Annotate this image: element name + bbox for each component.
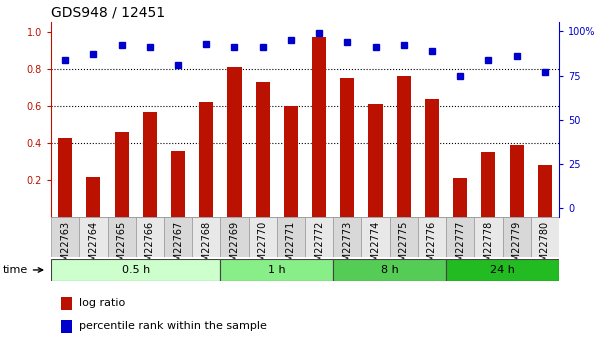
Text: GSM22775: GSM22775: [398, 220, 409, 274]
Text: GSM22780: GSM22780: [540, 220, 550, 274]
Text: time: time: [2, 265, 43, 275]
Bar: [192, 217, 221, 257]
Bar: [418, 217, 446, 257]
Bar: [446, 217, 474, 257]
Text: 1 h: 1 h: [268, 265, 285, 275]
Bar: [333, 22, 361, 217]
Text: GSM22767: GSM22767: [173, 220, 183, 274]
Bar: [277, 217, 305, 257]
Bar: [531, 217, 559, 257]
Text: GSM22770: GSM22770: [258, 220, 267, 274]
Bar: [51, 217, 79, 257]
Bar: [389, 22, 418, 217]
Text: GSM22768: GSM22768: [201, 220, 212, 274]
Text: GSM22773: GSM22773: [343, 220, 352, 274]
Bar: [340, 78, 355, 217]
Bar: [227, 67, 242, 217]
Text: GSM22777: GSM22777: [455, 220, 465, 274]
Bar: [305, 22, 333, 217]
Bar: [277, 22, 305, 217]
Bar: [164, 217, 192, 257]
Text: 24 h: 24 h: [490, 265, 515, 275]
Text: GSM22764: GSM22764: [88, 220, 99, 274]
Bar: [538, 165, 552, 217]
Bar: [255, 82, 270, 217]
Text: GSM22763: GSM22763: [60, 220, 70, 274]
Bar: [474, 217, 502, 257]
Bar: [312, 37, 326, 217]
Text: GSM22778: GSM22778: [483, 220, 493, 274]
Bar: [502, 217, 531, 257]
Text: percentile rank within the sample: percentile rank within the sample: [79, 321, 267, 331]
Bar: [453, 178, 467, 217]
Bar: [284, 106, 298, 217]
Bar: [361, 22, 389, 217]
Bar: [136, 22, 164, 217]
Bar: [108, 22, 136, 217]
Bar: [474, 22, 502, 217]
Bar: [397, 76, 411, 217]
Bar: [199, 102, 213, 217]
Bar: [143, 111, 157, 217]
Bar: [221, 259, 333, 281]
Bar: [510, 145, 523, 217]
Bar: [79, 22, 108, 217]
Bar: [51, 22, 79, 217]
Text: GSM22769: GSM22769: [230, 220, 239, 274]
Text: GSM22771: GSM22771: [286, 220, 296, 274]
Text: GSM22772: GSM22772: [314, 220, 324, 274]
Bar: [249, 22, 277, 217]
Text: GSM22765: GSM22765: [117, 220, 127, 274]
Text: GSM22766: GSM22766: [145, 220, 155, 274]
Bar: [389, 217, 418, 257]
Text: GSM22776: GSM22776: [427, 220, 437, 274]
Bar: [221, 217, 249, 257]
Bar: [164, 22, 192, 217]
Bar: [446, 259, 559, 281]
Text: log ratio: log ratio: [79, 298, 125, 308]
Bar: [115, 132, 129, 217]
Bar: [418, 22, 446, 217]
Text: GSM22779: GSM22779: [511, 220, 522, 274]
Bar: [333, 259, 446, 281]
Bar: [361, 217, 389, 257]
Text: 0.5 h: 0.5 h: [121, 265, 150, 275]
Bar: [531, 22, 559, 217]
Bar: [171, 150, 185, 217]
Bar: [446, 22, 474, 217]
Bar: [192, 22, 221, 217]
Bar: [221, 22, 249, 217]
Bar: [249, 217, 277, 257]
Bar: [425, 99, 439, 217]
Text: GSM22774: GSM22774: [371, 220, 380, 274]
Bar: [333, 217, 361, 257]
Bar: [79, 217, 108, 257]
Bar: [61, 297, 72, 310]
Bar: [481, 152, 495, 217]
Bar: [502, 22, 531, 217]
Bar: [51, 259, 221, 281]
Bar: [305, 217, 333, 257]
Bar: [136, 217, 164, 257]
Text: 8 h: 8 h: [381, 265, 398, 275]
Bar: [87, 177, 100, 217]
Bar: [61, 319, 72, 333]
Bar: [368, 104, 383, 217]
Bar: [58, 138, 72, 217]
Bar: [108, 217, 136, 257]
Text: GDS948 / 12451: GDS948 / 12451: [51, 6, 165, 20]
